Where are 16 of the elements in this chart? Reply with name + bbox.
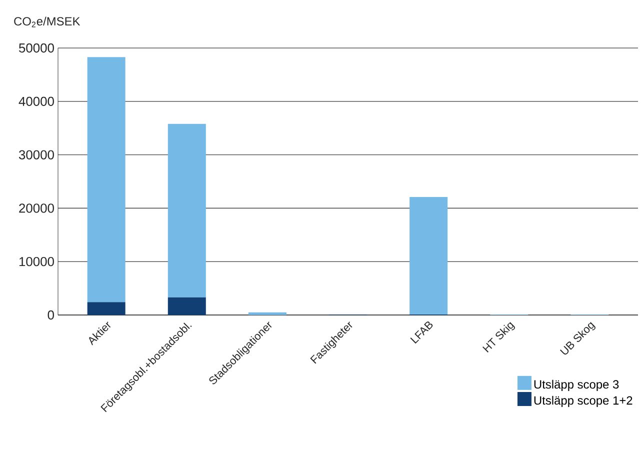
y-tick-label: 50000 (18, 43, 54, 53)
legend-label: Utsläpp scope 3 (534, 380, 619, 391)
y-tick-label: 30000 (18, 150, 54, 160)
y-axis-title: CO$_{2}$e/MSEK (14, 16, 80, 28)
bar (168, 124, 206, 298)
y-tick-label: 20000 (19, 204, 54, 213)
y-tick-label: 10000 (19, 256, 54, 266)
bar (87, 57, 126, 302)
y-tick-label: 0 (48, 310, 54, 320)
y-tick-label: 40000 (18, 96, 54, 106)
bar (248, 312, 286, 315)
bar (410, 196, 448, 314)
bar (168, 297, 206, 315)
legend-label: Utsläpp scope 1+2 (534, 396, 632, 408)
x-tick-label: HT Skig (482, 322, 515, 352)
bar (87, 302, 126, 315)
